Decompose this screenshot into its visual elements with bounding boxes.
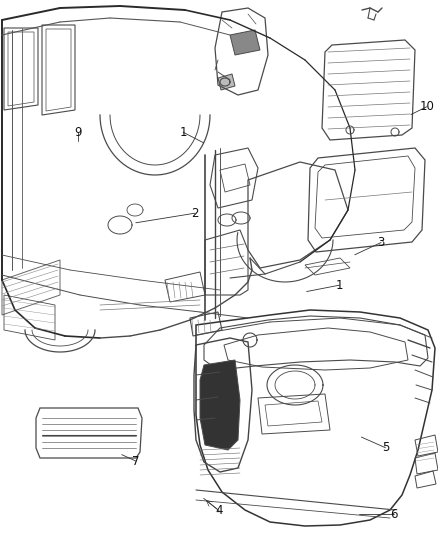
Polygon shape	[218, 74, 235, 90]
Text: 1: 1	[336, 279, 343, 292]
Text: 7: 7	[132, 455, 140, 467]
Text: 3: 3	[378, 236, 385, 249]
Polygon shape	[200, 360, 240, 450]
Text: 2: 2	[191, 207, 199, 220]
Text: 9: 9	[74, 126, 82, 139]
Text: 6: 6	[390, 508, 398, 521]
Text: 10: 10	[420, 100, 434, 113]
Polygon shape	[230, 30, 260, 55]
Text: 4: 4	[215, 504, 223, 517]
Text: 5: 5	[382, 441, 389, 454]
Text: 1: 1	[179, 126, 187, 139]
